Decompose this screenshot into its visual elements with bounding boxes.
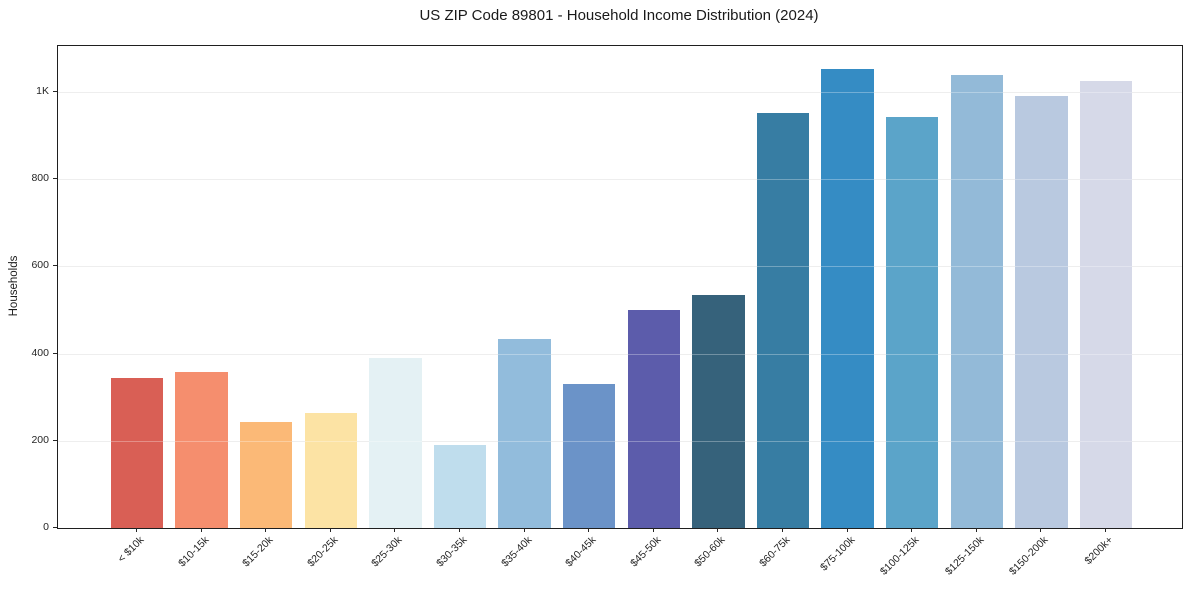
bar-35-40k <box>498 338 551 528</box>
x-tick-label: $100-125k <box>878 534 922 578</box>
bar-20-25k <box>304 413 357 528</box>
bar-75-100k <box>821 68 874 528</box>
y-gridline <box>58 179 1182 180</box>
chart-title: US ZIP Code 89801 - Household Income Dis… <box>419 7 819 24</box>
x-tick-label: $35-40k <box>498 534 535 570</box>
bar-125-150k <box>950 75 1003 528</box>
y-gridline <box>58 353 1182 355</box>
x-tick-label: $30-35k <box>434 534 470 570</box>
y-gridline-overlay <box>58 440 1182 442</box>
x-tick-label: $50-60k <box>692 534 728 570</box>
bar-150-200k <box>1015 96 1068 528</box>
x-tick-label: < $10k <box>115 534 147 565</box>
y-gridline <box>58 266 1182 268</box>
x-tick-label: $40-45k <box>563 534 599 570</box>
bar-30-35k <box>433 445 487 528</box>
y-gridline-overlay <box>58 91 1182 93</box>
x-tick-label: $150-200k <box>1007 534 1051 578</box>
x-tick-label: $20-25k <box>304 534 341 570</box>
x-tick-label: $10-15k <box>175 534 212 570</box>
bar-10-15k <box>175 372 228 528</box>
x-tick-label: $75-100k <box>817 534 858 574</box>
bar-60-75k <box>756 112 810 528</box>
x-tick-label: $25-30k <box>369 534 405 570</box>
bar-200k <box>1079 80 1133 528</box>
y-gridline-overlay <box>58 353 1182 355</box>
bar-45-50k <box>627 309 680 528</box>
bar-40-45k <box>562 384 616 528</box>
bar-100-125k <box>885 117 939 528</box>
bar-10k <box>110 377 164 528</box>
x-tick-label: $60-75k <box>757 534 793 570</box>
y-gridline <box>58 91 1182 93</box>
y-gridline-overlay <box>58 179 1182 180</box>
y-gridline-overlay <box>58 266 1182 268</box>
x-tick-label: $125-150k <box>942 534 987 578</box>
bar-50-60k <box>692 294 745 528</box>
y-gridline <box>58 440 1182 442</box>
x-tick-label: $200k+ <box>1082 534 1116 568</box>
bar-25-30k <box>369 358 422 528</box>
plot-area <box>57 45 1183 529</box>
x-tick-label: $15-20k <box>240 534 276 570</box>
bar-15-20k <box>239 422 293 528</box>
x-tick-label: $45-50k <box>627 534 664 570</box>
y-axis-label: Households <box>8 255 20 317</box>
